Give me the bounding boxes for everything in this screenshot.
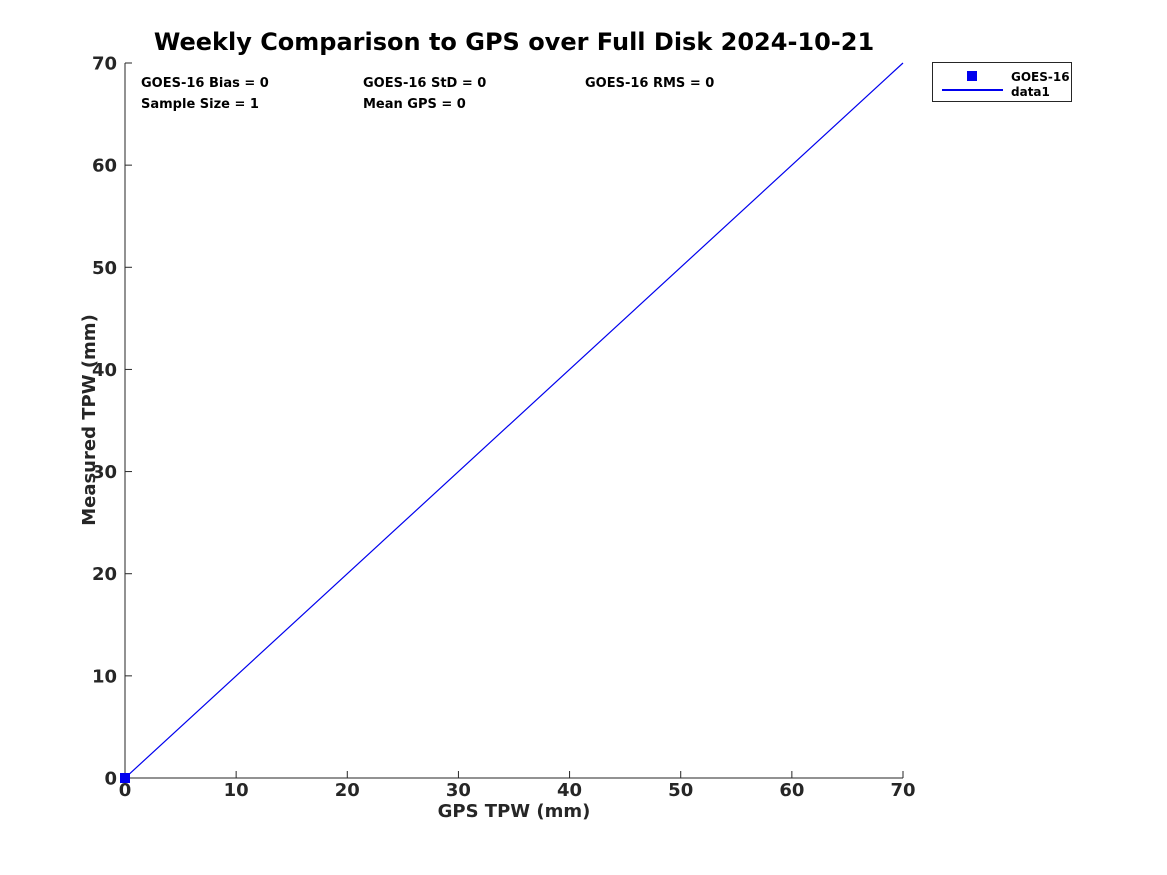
y-tick-label: 40 [92, 360, 117, 381]
x-tick-label: 40 [557, 780, 582, 801]
stat-std: GOES-16 StD = 0 [363, 76, 487, 91]
stat-rms: GOES-16 RMS = 0 [585, 76, 715, 91]
legend-box: GOES-16 data1 [932, 62, 1072, 102]
y-tick-label: 20 [92, 564, 117, 585]
y-tick-label: 10 [92, 666, 117, 687]
x-axis-label: GPS TPW (mm) [437, 801, 591, 822]
legend-line-sample-icon [942, 89, 1003, 91]
x-tick-label: 30 [446, 780, 471, 801]
y-tick-label: 30 [92, 462, 117, 483]
legend-entry-data1-label: data1 [1011, 85, 1050, 99]
y-tick-label: 50 [92, 258, 117, 279]
y-tick-label: 0 [104, 769, 117, 790]
x-tick-label: 20 [335, 780, 360, 801]
legend-entry-goes16-label: GOES-16 [1011, 70, 1070, 84]
y-tick-label: 60 [92, 156, 117, 177]
x-tick-label: 10 [224, 780, 249, 801]
stat-bias: GOES-16 Bias = 0 [141, 76, 269, 91]
series-line-data1 [124, 62, 904, 779]
x-tick-label: 70 [890, 780, 915, 801]
legend-square-marker-icon [967, 71, 977, 81]
x-tick-label: 50 [668, 780, 693, 801]
x-tick-label: 60 [779, 780, 804, 801]
x-tick-label: 0 [119, 780, 132, 801]
stat-sample-size: Sample Size = 1 [141, 97, 259, 112]
y-axis-label: Measured TPW (mm) [79, 314, 100, 526]
stat-mean-gps: Mean GPS = 0 [363, 97, 466, 112]
chart-title: Weekly Comparison to GPS over Full Disk … [153, 28, 875, 56]
y-tick-label: 70 [92, 54, 117, 75]
